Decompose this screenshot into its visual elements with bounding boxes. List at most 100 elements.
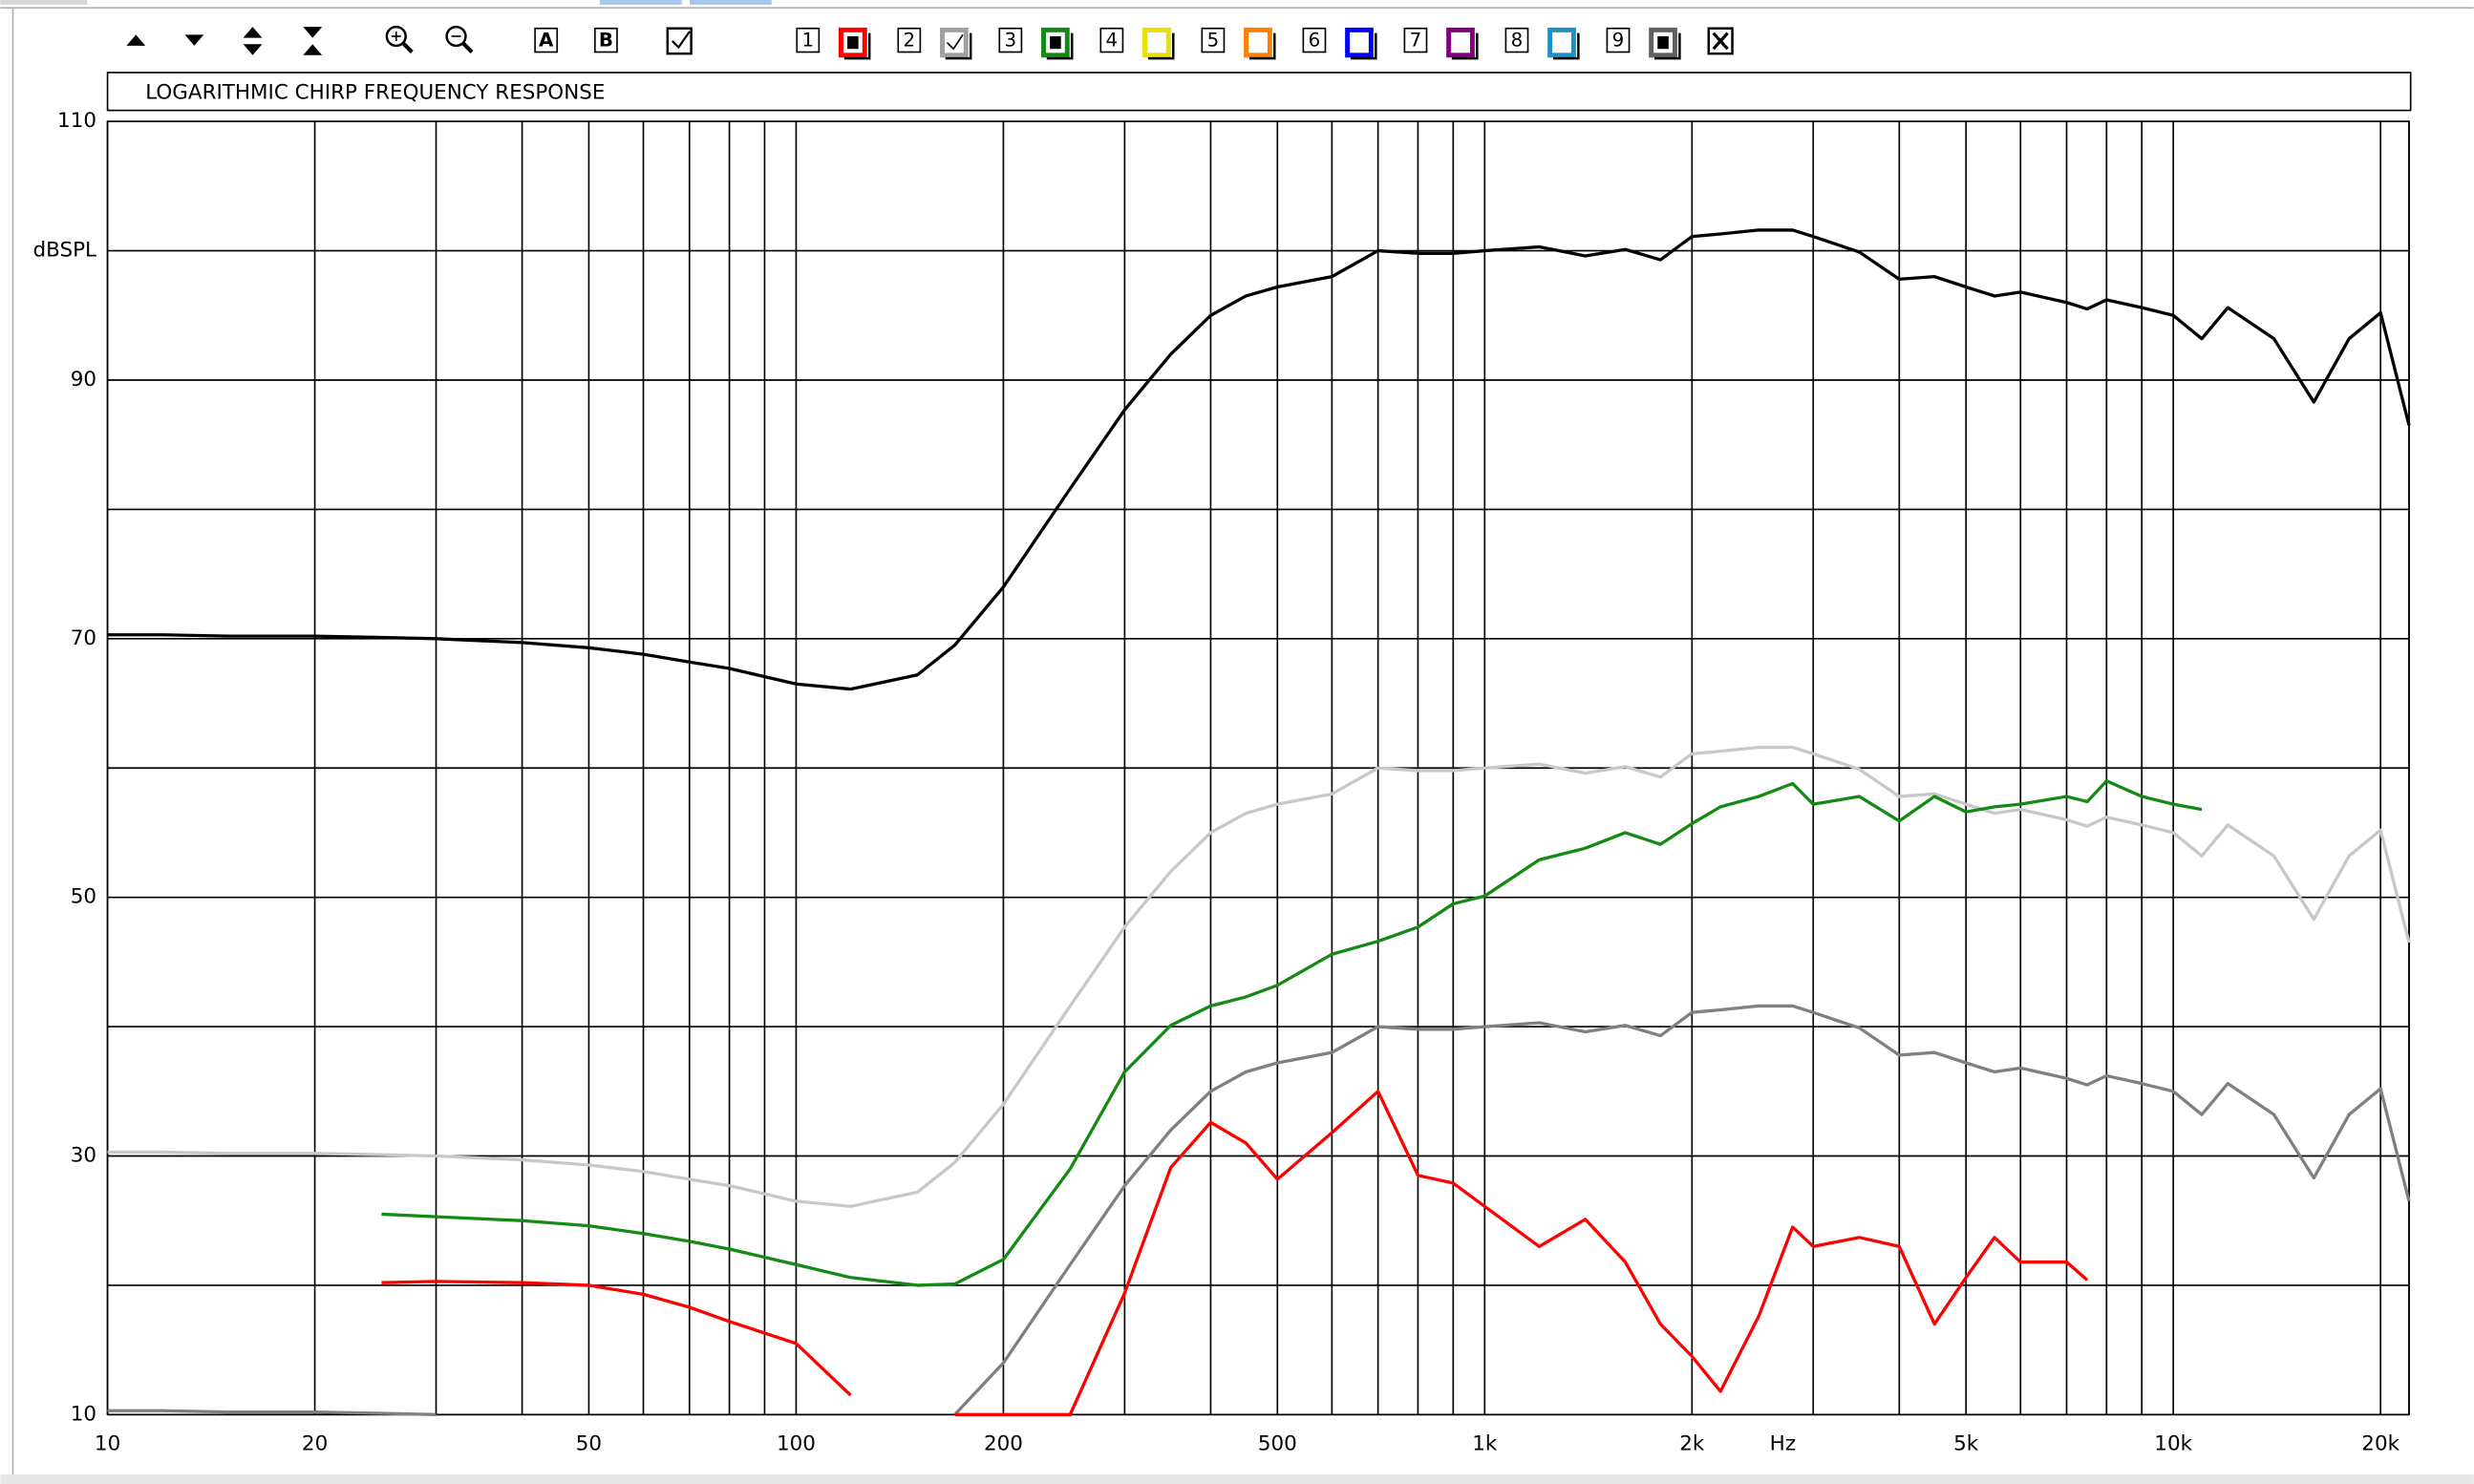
series-line (381, 1090, 2089, 1416)
status-strip (0, 1474, 2474, 1484)
channel-shadow (1147, 32, 1175, 60)
x-tick-label: 20k (2361, 1432, 2399, 1456)
channel-shadow (843, 32, 871, 60)
channel-toggle[interactable]: 5 (1201, 27, 1276, 60)
button-box (594, 27, 618, 53)
channel-number: 2 (904, 29, 916, 51)
channel-number-box (1302, 27, 1327, 53)
marker-button[interactable]: A (534, 27, 559, 53)
close-button[interactable] (1707, 27, 1734, 55)
channel-number: 7 (1410, 29, 1422, 51)
channel-number-box (897, 27, 922, 53)
channel-number: 9 (1612, 29, 1625, 51)
channel-shadow (1552, 32, 1580, 60)
channel-shadow (1350, 32, 1377, 60)
y-tick-label: 110 (57, 109, 96, 133)
channel-shadow (1451, 32, 1479, 60)
channel-number: 5 (1207, 29, 1220, 51)
channel-fill (1657, 35, 1669, 50)
top-tab (599, 0, 682, 5)
y-tick-label: 10 (71, 1402, 96, 1426)
y-tick-label: 50 (71, 885, 96, 909)
magnifier-handle (460, 41, 474, 53)
channel-toggle[interactable]: 4 (1099, 27, 1175, 60)
channel-shadow (1653, 32, 1681, 60)
channel-number-box (796, 27, 821, 53)
channel-shadow (1046, 32, 1074, 60)
channel-number-box (1201, 27, 1226, 53)
y-tick-label: dBSPL (33, 239, 97, 263)
top-tab (0, 0, 88, 5)
channel-number-box (1606, 27, 1631, 53)
y-tick-label: 90 (71, 368, 96, 392)
x-axis-label: Hz (1770, 1432, 1796, 1456)
channel-toggle[interactable]: 3 (998, 27, 1074, 60)
x-tick-label: 2k (1679, 1432, 1705, 1456)
channel-fill (847, 35, 859, 50)
button-box (534, 27, 559, 53)
x-tick-label: 50 (576, 1432, 602, 1456)
compress-button[interactable] (303, 27, 323, 55)
channel-number: 6 (1309, 29, 1321, 51)
top-tab (689, 0, 772, 5)
x-tick-label: 20 (302, 1432, 328, 1456)
channel-color-box (1446, 27, 1475, 58)
marker-button[interactable]: B (594, 27, 618, 53)
zoom-out-button[interactable] (445, 25, 474, 53)
channel-fill (1050, 35, 1061, 50)
x-tick-label: 500 (1258, 1432, 1297, 1456)
channel-number-box (1099, 27, 1124, 53)
series-line (107, 228, 2411, 691)
expand-button[interactable] (243, 27, 263, 55)
channel-color-box (1345, 27, 1374, 58)
x-tick-label: 200 (984, 1432, 1023, 1456)
channel-shadow (1248, 32, 1276, 60)
button-label: B (599, 29, 613, 51)
channel-color-box (1142, 27, 1171, 58)
channel-toggle[interactable]: 2 (897, 27, 972, 60)
channel-number-box (1403, 27, 1428, 53)
channel-toggle[interactable]: 7 (1403, 27, 1479, 60)
magnifier-handle (400, 41, 414, 53)
x-tick-label: 10 (95, 1432, 120, 1456)
toolbar: A B 1 2 3 4 5 6 7 8 9 (126, 25, 1734, 60)
channel-number: 3 (1005, 29, 1017, 51)
scroll-up-button[interactable] (126, 34, 146, 46)
zoom-in-button[interactable] (385, 25, 414, 53)
y-tick-label: 30 (71, 1144, 96, 1168)
channel-number: 4 (1106, 29, 1119, 51)
channel-number-box (998, 27, 1023, 53)
channel-toggle[interactable]: 8 (1504, 27, 1580, 60)
channel-toggle[interactable]: 1 (796, 27, 871, 60)
x-tick-label: 100 (777, 1432, 816, 1456)
channel-shadow (945, 32, 972, 60)
channel-number: 8 (1511, 29, 1524, 51)
x-tick-label: 5k (1953, 1432, 1979, 1456)
channel-number-box (1504, 27, 1529, 53)
check-mark (672, 31, 691, 50)
series-line (381, 779, 2203, 1287)
channel-color-box (940, 27, 969, 58)
close-x (1712, 32, 1729, 51)
channel-toggle[interactable]: 6 (1302, 27, 1377, 60)
channel-color-box (1547, 27, 1576, 58)
scroll-down-button[interactable] (184, 34, 204, 46)
magnifier-lens (445, 25, 467, 48)
x-tick-label: 10k (2154, 1432, 2192, 1456)
series-line (107, 1004, 2411, 1416)
title-box (106, 72, 2412, 112)
channel-check (946, 33, 964, 51)
chart-title: LOGARITHMIC CHIRP FREQUENCY RESPONSE (145, 80, 605, 104)
channel-color-box (1244, 27, 1272, 58)
series-line (107, 745, 2411, 1208)
button-label: A (539, 29, 554, 51)
check-box (666, 27, 693, 55)
plot: 10 30 50 70 90 dBSPL 110 10 20 50 100 200 500 1k 2k 5k 1… (33, 109, 2411, 1456)
magnifier-lens (385, 25, 407, 48)
check-button[interactable] (666, 27, 693, 55)
y-tick-label: 70 (71, 626, 96, 650)
channel-toggle[interactable]: 9 (1606, 27, 1681, 60)
channel-number: 1 (802, 29, 815, 51)
x-tick-label: 1k (1472, 1432, 1498, 1456)
